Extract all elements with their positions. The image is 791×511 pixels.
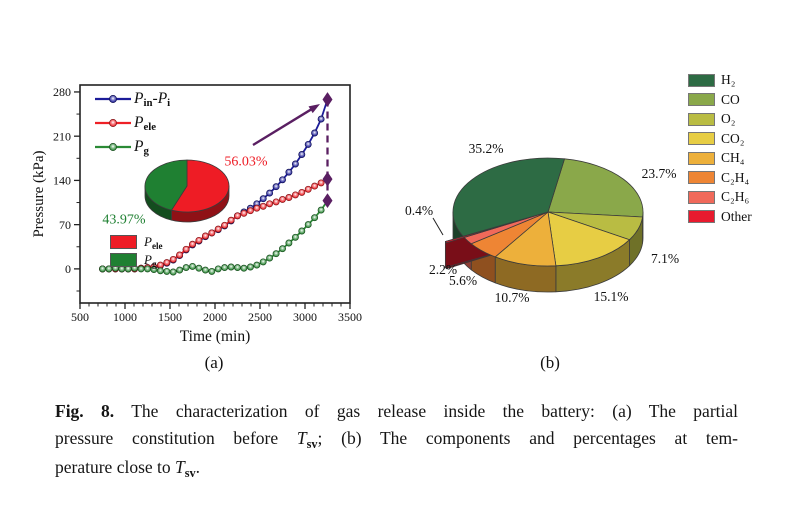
pie-legend-label-H2: H₂ <box>721 72 736 87</box>
pie-legend-swatch-CH4 <box>688 151 715 165</box>
inset-pie-percent-pg: 43.97% <box>102 212 146 228</box>
pie-legend-item-CO: CO <box>688 92 752 108</box>
annotation-diamond <box>322 171 333 187</box>
pie-legend-item-H2: H₂ <box>688 72 752 88</box>
pie-slice-CO <box>547 158 644 218</box>
pie-percent-Other: 0.4% <box>404 202 434 218</box>
pie-slice-H2 <box>452 157 565 237</box>
pie-legend-label-CO: CO <box>721 91 740 107</box>
pie-legend-label-O2: O₂ <box>721 111 736 126</box>
pie-legend-swatch-O2 <box>688 112 715 126</box>
panel-a-label: (a) <box>204 353 224 373</box>
pressure-time-chart: 500 1000 1500 2000 2500 3000 3500 0 70 140 210 280 <box>53 84 362 324</box>
pie-legend-label-CH4: CH₄ <box>721 150 745 165</box>
leader-line-other <box>432 217 444 236</box>
svg-text:3000: 3000 <box>293 310 317 324</box>
svg-text:1000: 1000 <box>113 310 137 324</box>
svg-text:210: 210 <box>53 129 71 143</box>
svg-text:500: 500 <box>71 310 89 324</box>
svg-text:0: 0 <box>65 262 71 276</box>
pie-legend-label-C2H6: C₂H₆ <box>721 189 750 204</box>
pie-legend-item-CO2: CO₂ <box>688 131 752 147</box>
inset-legend-swatch-pg <box>110 253 137 267</box>
pie-percent-CO2: 15.1% <box>593 288 629 304</box>
panel-b-label: (b) <box>540 353 560 373</box>
pie-legend-item-C2H4: C₂H₄ <box>688 170 752 186</box>
gas-composition-pie-chart <box>432 157 644 293</box>
panel-a-pressure-chart: 500 1000 1500 2000 2500 3000 3500 0 70 140 210 280 … <box>25 60 395 390</box>
pie-legend-swatch-CO <box>688 93 715 106</box>
caption-line-2: pressure constitution before Tsv; (b) Th… <box>55 428 739 451</box>
panel-b-gas-composition-pie: H₂ CO O₂ CO₂ CH₄ C₂H₄ C₂H₆ Other (b) 23.7% 7.1% 1… <box>400 60 791 390</box>
svg-text:1500: 1500 <box>158 310 182 324</box>
pie-legend: H₂ CO O₂ CO₂ CH₄ C₂H₄ C₂H₆ Other <box>688 72 752 228</box>
figure-caption: Fig. 8. The characterization of gas rele… <box>55 398 738 483</box>
inset-legend-label-pg: Pg <box>144 252 157 269</box>
pie-legend-item-C2H6: C₂H₆ <box>688 189 752 205</box>
pie-legend-label-Other: Other <box>721 208 752 224</box>
legend-a-entry-pin-pi: Pin-Pi <box>134 89 171 110</box>
pie-legend-item-O2: O₂ <box>688 111 752 127</box>
inset-legend-swatch-pele <box>110 235 137 249</box>
svg-text:280: 280 <box>53 85 71 99</box>
annotation-diamond <box>322 193 333 209</box>
annotation-arrow <box>252 107 314 147</box>
pie-percent-CH4: 10.7% <box>494 289 530 305</box>
pie-legend-label-CO2: CO₂ <box>721 130 745 146</box>
pie-legend-item-CH4: CH₄ <box>688 150 752 166</box>
legend-a-entry-pele: Pele <box>134 113 157 134</box>
inset-pie-percent-pele: 56.03% <box>224 154 268 170</box>
pie-legend-swatch-C2H6 <box>688 190 715 204</box>
pie-percent-O2: 7.1% <box>650 250 680 266</box>
pie-slice-Pg <box>144 159 188 211</box>
annotation-diamond <box>322 92 333 107</box>
pie-slice-Other <box>444 216 531 244</box>
svg-text:3500: 3500 <box>338 310 362 324</box>
pie-legend-item-Other: Other <box>688 209 752 225</box>
legend-a-entry-pg: Pg <box>134 137 149 158</box>
pie-legend-swatch-CO2 <box>688 132 715 145</box>
pie-slice-CO2 <box>547 211 630 267</box>
inset-legend-label-pele: Pele <box>144 234 163 251</box>
pie-legend-swatch-Other <box>688 210 715 223</box>
svg-text:70: 70 <box>59 218 71 232</box>
x-axis-title: Time (min) <box>179 327 251 345</box>
svg-text:2500: 2500 <box>248 310 272 324</box>
caption-line-3: perature close to Tsv. <box>55 457 201 480</box>
pie-percent-C2H4: 5.6% <box>448 272 478 288</box>
svg-text:2000: 2000 <box>203 310 227 324</box>
y-axis-title: Pressure (kPa) <box>31 150 48 238</box>
caption-line-1: Fig. 8. The characterization of gas rele… <box>55 401 739 421</box>
svg-text:140: 140 <box>53 174 71 188</box>
pie-legend-label-C2H4: C₂H₄ <box>721 169 750 185</box>
pie-legend-swatch-H2 <box>688 73 715 87</box>
pie-legend-swatch-C2H4 <box>688 171 715 184</box>
pie-percent-C2H6: 2.2% <box>428 261 458 277</box>
pie-percent-H2: 35.2% <box>468 140 504 156</box>
pie-slice-Pele <box>171 159 230 213</box>
pie-percent-CO: 23.7% <box>641 165 677 181</box>
